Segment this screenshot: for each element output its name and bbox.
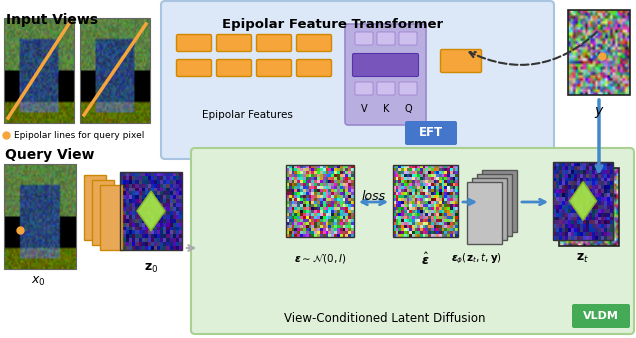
FancyBboxPatch shape xyxy=(191,148,634,334)
FancyBboxPatch shape xyxy=(216,34,251,51)
Text: $\hat{\boldsymbol{\epsilon}}$: $\hat{\boldsymbol{\epsilon}}$ xyxy=(421,252,430,268)
Text: VLDM: VLDM xyxy=(583,311,619,321)
Bar xyxy=(472,178,507,240)
Bar xyxy=(84,175,106,240)
Bar xyxy=(4,164,76,269)
Bar xyxy=(100,185,122,250)
Polygon shape xyxy=(570,182,597,220)
Bar xyxy=(467,182,502,244)
Bar xyxy=(286,165,354,237)
FancyBboxPatch shape xyxy=(572,304,630,328)
FancyBboxPatch shape xyxy=(355,82,373,95)
Text: $\boldsymbol{\epsilon}\sim\mathcal{N}(0,I)$: $\boldsymbol{\epsilon}\sim\mathcal{N}(0,… xyxy=(294,252,346,265)
Text: Epipolar Feature Transformer: Epipolar Feature Transformer xyxy=(222,18,443,31)
FancyBboxPatch shape xyxy=(377,82,395,95)
Polygon shape xyxy=(137,191,165,231)
Text: $\boldsymbol{\epsilon}_\phi(\mathbf{z}_t, t, \mathbf{y})$: $\boldsymbol{\epsilon}_\phi(\mathbf{z}_t… xyxy=(450,252,501,266)
Bar xyxy=(559,168,619,246)
Text: Epipolar lines for query pixel: Epipolar lines for query pixel xyxy=(14,130,144,140)
Text: loss: loss xyxy=(361,190,385,202)
Bar xyxy=(80,18,150,123)
Bar xyxy=(120,172,182,250)
Bar xyxy=(393,165,458,237)
Text: Q: Q xyxy=(404,104,412,114)
Text: EFT: EFT xyxy=(419,126,443,140)
FancyBboxPatch shape xyxy=(256,59,291,76)
FancyBboxPatch shape xyxy=(352,53,418,76)
Bar xyxy=(92,180,114,245)
FancyBboxPatch shape xyxy=(177,34,212,51)
Text: V: V xyxy=(361,104,368,114)
FancyBboxPatch shape xyxy=(161,1,554,159)
Text: Epipolar Features: Epipolar Features xyxy=(202,110,293,120)
Bar xyxy=(482,170,517,232)
FancyBboxPatch shape xyxy=(216,59,251,76)
FancyArrowPatch shape xyxy=(469,32,597,65)
Text: Input Views: Input Views xyxy=(6,13,98,27)
Text: Query View: Query View xyxy=(5,148,95,162)
FancyBboxPatch shape xyxy=(377,32,395,45)
Bar xyxy=(4,18,74,123)
FancyBboxPatch shape xyxy=(296,59,331,76)
Bar xyxy=(477,174,512,236)
FancyBboxPatch shape xyxy=(399,82,417,95)
FancyBboxPatch shape xyxy=(345,24,426,125)
FancyBboxPatch shape xyxy=(355,32,373,45)
Text: K: K xyxy=(383,104,389,114)
FancyBboxPatch shape xyxy=(405,121,457,145)
Text: $\mathit{y}$: $\mathit{y}$ xyxy=(593,105,604,120)
FancyBboxPatch shape xyxy=(296,34,331,51)
Bar xyxy=(553,162,613,240)
FancyBboxPatch shape xyxy=(177,59,212,76)
Text: $\mathit{x}_0$: $\mathit{x}_0$ xyxy=(31,275,45,288)
Text: $\mathbf{z}_t$: $\mathbf{z}_t$ xyxy=(576,252,590,265)
Text: View-Conditioned Latent Diffusion: View-Conditioned Latent Diffusion xyxy=(284,312,485,324)
Text: $\mathbf{z}_0$: $\mathbf{z}_0$ xyxy=(144,262,158,275)
FancyBboxPatch shape xyxy=(256,34,291,51)
Bar xyxy=(568,10,630,95)
FancyBboxPatch shape xyxy=(441,49,481,72)
FancyBboxPatch shape xyxy=(399,32,417,45)
